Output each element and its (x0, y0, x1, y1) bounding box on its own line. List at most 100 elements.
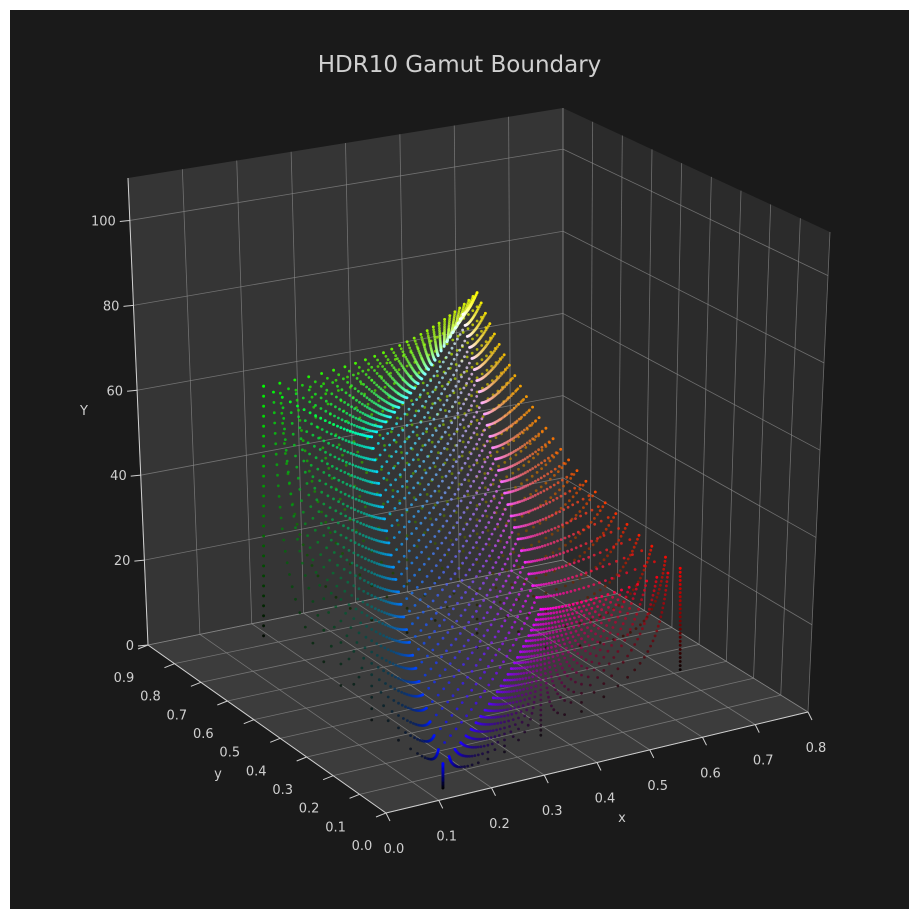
gamut-point (562, 461, 566, 465)
gamut-point (475, 491, 478, 495)
gamut-point (272, 401, 276, 404)
gamut-point (562, 609, 565, 613)
gamut-point (461, 440, 465, 444)
gamut-point (525, 577, 528, 581)
gamut-point (602, 655, 606, 659)
gamut-point (334, 434, 337, 438)
gamut-point (294, 388, 298, 392)
gamut-point (574, 680, 577, 684)
gamut-point (447, 351, 451, 355)
gamut-point (610, 613, 613, 617)
gamut-point (545, 686, 549, 690)
gamut-point (495, 578, 498, 581)
gamut-point (382, 599, 385, 602)
gamut-point (307, 493, 311, 497)
gamut-point (604, 611, 608, 614)
gamut-point (519, 699, 522, 703)
gamut-point (287, 387, 290, 391)
gamut-point (314, 404, 317, 407)
gamut-point (556, 470, 560, 473)
gamut-point (401, 485, 404, 488)
gamut-point (495, 709, 499, 713)
gamut-point (563, 614, 566, 617)
gamut-point (539, 708, 543, 712)
gamut-point (558, 552, 562, 556)
gamut-point (546, 651, 550, 655)
gamut-point (423, 756, 427, 760)
gamut-point (636, 537, 639, 541)
gamut-point (591, 615, 595, 619)
gamut-point (475, 575, 478, 578)
gamut-point (539, 673, 543, 677)
gamut-point (396, 416, 399, 420)
gamut-point (487, 425, 491, 429)
gamut-point (652, 589, 656, 593)
gamut-point (556, 615, 559, 619)
gamut-point (531, 644, 534, 648)
gamut-point (493, 511, 496, 514)
gamut-point (515, 559, 518, 563)
gamut-point (385, 529, 389, 533)
gamut-point (592, 668, 596, 672)
gamut-point (489, 605, 493, 609)
gamut-point (436, 456, 439, 460)
gamut-point (497, 648, 501, 651)
gamut-point (475, 404, 479, 408)
gamut-point (425, 575, 429, 578)
gamut-point (331, 571, 335, 575)
gamut-point (384, 623, 387, 627)
gamut-point (496, 345, 499, 349)
gamut-point (370, 707, 374, 711)
gamut-point (347, 421, 350, 425)
gamut-point (578, 487, 582, 491)
gamut-point (337, 500, 340, 503)
gamut-point (378, 574, 382, 578)
gamut-point (351, 528, 354, 532)
gamut-point (569, 701, 573, 704)
gamut-point (544, 573, 548, 576)
gamut-point (289, 411, 293, 414)
gamut-point (517, 632, 521, 636)
z-grid-line (562, 230, 825, 364)
gamut-point (380, 465, 384, 468)
gamut-point (521, 458, 525, 462)
gamut-point (356, 432, 360, 436)
gamut-point (420, 550, 423, 554)
gamut-point (563, 578, 567, 581)
gamut-point (443, 320, 446, 324)
gamut-point (390, 710, 394, 713)
gamut-point (481, 514, 485, 518)
gamut-point (465, 366, 469, 370)
gamut-point (569, 631, 573, 635)
gamut-point (438, 468, 442, 471)
gamut-point (539, 633, 543, 636)
gamut-point (631, 588, 635, 592)
gamut-point (366, 479, 369, 483)
gamut-point (536, 533, 539, 537)
gamut-point (655, 575, 659, 579)
gamut-point (613, 591, 616, 594)
gamut-point (515, 678, 519, 681)
gamut-point (520, 587, 523, 591)
gamut-point (349, 626, 353, 629)
gamut-point (426, 392, 430, 395)
gamut-point (508, 591, 512, 595)
gamut-point (301, 448, 304, 452)
gamut-point (505, 684, 508, 688)
gamut-point (569, 590, 573, 593)
gamut-point (503, 619, 507, 623)
gamut-point (623, 527, 627, 530)
gamut-point (357, 465, 360, 469)
gamut-point (560, 633, 564, 637)
gamut-point (428, 416, 432, 420)
gamut-point (643, 655, 646, 659)
gamut-point (453, 310, 457, 314)
gamut-point (488, 451, 492, 454)
gamut-point (534, 633, 537, 637)
gamut-point (341, 453, 344, 457)
gamut-point (536, 648, 540, 652)
gamut-point (359, 477, 362, 481)
gamut-point (457, 471, 461, 475)
gamut-point (565, 608, 569, 612)
gamut-point (475, 560, 479, 564)
